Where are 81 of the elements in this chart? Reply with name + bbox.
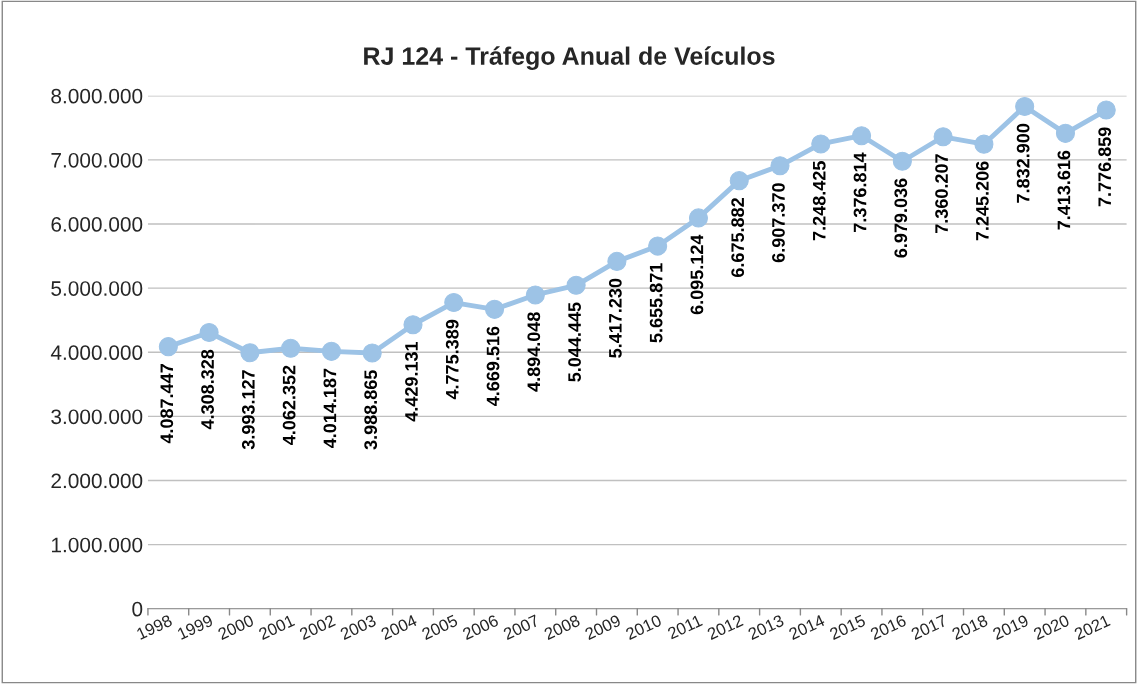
point bbox=[770, 156, 790, 176]
point bbox=[1096, 100, 1116, 120]
point bbox=[281, 338, 301, 358]
point bbox=[199, 322, 219, 343]
y-tick-label: 3.000.000 bbox=[51, 409, 143, 425]
x-tick-label: 2007 bbox=[502, 614, 540, 641]
y-tick-label: 8.000.000 bbox=[51, 88, 143, 104]
data-label: 4.062.352 bbox=[282, 365, 296, 445]
data-label: 4.775.389 bbox=[445, 319, 459, 400]
x-tick-label: 2021 bbox=[1073, 614, 1111, 641]
x-tick-label: 2011 bbox=[666, 614, 703, 640]
point bbox=[852, 126, 872, 146]
y-tick-label: 0 bbox=[132, 601, 143, 617]
point bbox=[811, 134, 831, 154]
data-label: 3.993.127 bbox=[241, 370, 255, 450]
x-tick-label: 2015 bbox=[828, 614, 867, 641]
x-tick-label: 2013 bbox=[747, 614, 785, 641]
data-label: 6.675.882 bbox=[731, 198, 745, 277]
y-tick-label: 2.000.000 bbox=[51, 473, 143, 489]
data-label: 7.248.425 bbox=[812, 161, 826, 241]
point bbox=[688, 208, 708, 228]
point bbox=[1055, 123, 1075, 143]
data-label: 6.907.370 bbox=[772, 183, 785, 263]
x-tick-label: 2000 bbox=[217, 614, 255, 641]
data-label: 7.832.900 bbox=[1016, 123, 1030, 203]
y-tick-label: 1.000.000 bbox=[51, 537, 143, 553]
x-tick-label: 2010 bbox=[625, 614, 663, 641]
x-tick-label: 2012 bbox=[706, 614, 744, 641]
data-label: 4.894.048 bbox=[527, 312, 541, 392]
data-label: 4.014.187 bbox=[323, 368, 337, 449]
x-tick-label: 2003 bbox=[339, 614, 377, 641]
data-label: 7.413.616 bbox=[1057, 150, 1071, 230]
x-tick-label: 2009 bbox=[584, 614, 622, 641]
x-tick-label: 2020 bbox=[1032, 614, 1071, 641]
point bbox=[974, 134, 994, 154]
y-tick-label: 7.000.000 bbox=[51, 152, 143, 168]
x-tick-label: 2008 bbox=[543, 614, 581, 641]
point bbox=[321, 341, 341, 361]
point bbox=[240, 343, 260, 363]
data-label: 7.376.814 bbox=[853, 152, 867, 232]
x-tick-label: 2019 bbox=[992, 614, 1030, 641]
point bbox=[607, 251, 627, 271]
x-tick-label: 2004 bbox=[380, 614, 418, 641]
data-label: 6.095.124 bbox=[690, 234, 704, 315]
data-label: 7.776.859 bbox=[1098, 127, 1112, 207]
data-label: 4.429.131 bbox=[405, 341, 418, 422]
x-tick-label: 2016 bbox=[869, 614, 907, 641]
x-tick-label: 2017 bbox=[910, 614, 948, 641]
point bbox=[403, 315, 423, 335]
data-label: 6.979.036 bbox=[894, 178, 908, 258]
point bbox=[362, 343, 382, 363]
data-label: 4.308.328 bbox=[201, 349, 214, 430]
point bbox=[892, 151, 912, 171]
data-label: 5.417.230 bbox=[608, 278, 622, 358]
point bbox=[566, 275, 586, 295]
point bbox=[444, 292, 464, 313]
x-tick-label: 2001 bbox=[258, 614, 296, 641]
point bbox=[933, 127, 953, 147]
point bbox=[158, 337, 178, 357]
data-label: 7.360.207 bbox=[935, 154, 948, 233]
data-label: 5.044.445 bbox=[568, 302, 581, 382]
y-tick-label: 5.000.000 bbox=[51, 281, 143, 296]
x-tick-label: 2014 bbox=[788, 614, 826, 641]
y-tick-label: 4.000.000 bbox=[50, 345, 143, 361]
point bbox=[648, 236, 668, 256]
point bbox=[485, 299, 505, 319]
chart-title: RJ 124 - Tráfego Anual de Veículos bbox=[364, 46, 775, 70]
x-tick-label: 2005 bbox=[421, 614, 459, 641]
data-label: 5.655.871 bbox=[649, 263, 663, 343]
x-tick-label: 2002 bbox=[298, 614, 336, 641]
x-tick-label: 1999 bbox=[176, 614, 214, 640]
data-label: 4.087.447 bbox=[160, 364, 174, 444]
point bbox=[525, 285, 545, 305]
data-label: 7.245.206 bbox=[975, 161, 989, 241]
x-tick-label: 2018 bbox=[951, 614, 989, 641]
y-tick-label: 6.000.000 bbox=[51, 217, 143, 232]
x-tick-label: 2006 bbox=[461, 614, 500, 641]
data-label: 3.988.865 bbox=[364, 370, 378, 450]
point bbox=[1015, 96, 1035, 117]
data-label: 4.669.516 bbox=[486, 326, 500, 407]
point bbox=[729, 171, 749, 191]
